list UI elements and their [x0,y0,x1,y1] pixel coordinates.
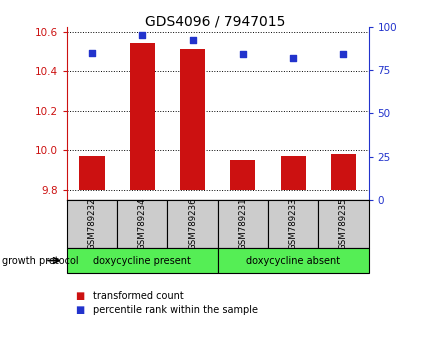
Point [239,51,246,57]
Bar [267,200,317,248]
Text: percentile rank within the sample: percentile rank within the sample [92,306,257,315]
Bar [330,154,355,190]
Bar [67,200,117,248]
Bar [180,49,205,190]
Bar [230,160,255,190]
Text: doxycycline present: doxycycline present [93,256,191,266]
Text: GSM789234: GSM789234 [138,198,146,250]
Text: doxycycline absent: doxycycline absent [246,256,339,266]
Text: GDS4096 / 7947015: GDS4096 / 7947015 [145,15,285,29]
Bar [167,200,217,248]
Point [88,50,95,55]
Bar [317,200,368,248]
Text: growth protocol: growth protocol [2,256,79,266]
Text: GSM789235: GSM789235 [338,198,347,250]
Bar [129,44,154,190]
Bar [67,248,217,273]
Bar [79,156,104,190]
Text: GSM789231: GSM789231 [238,198,247,250]
Text: ■: ■ [75,291,84,301]
Bar [217,200,267,248]
Bar [280,156,305,190]
Text: GSM789233: GSM789233 [288,198,297,250]
Point [189,38,196,43]
Bar [217,248,368,273]
Point [339,51,346,57]
Text: ■: ■ [75,306,84,315]
Bar [117,200,167,248]
Text: GSM789232: GSM789232 [87,198,96,250]
Text: GSM789236: GSM789236 [187,198,197,250]
Text: transformed count: transformed count [92,291,183,301]
Point [138,32,145,38]
Point [289,55,296,61]
